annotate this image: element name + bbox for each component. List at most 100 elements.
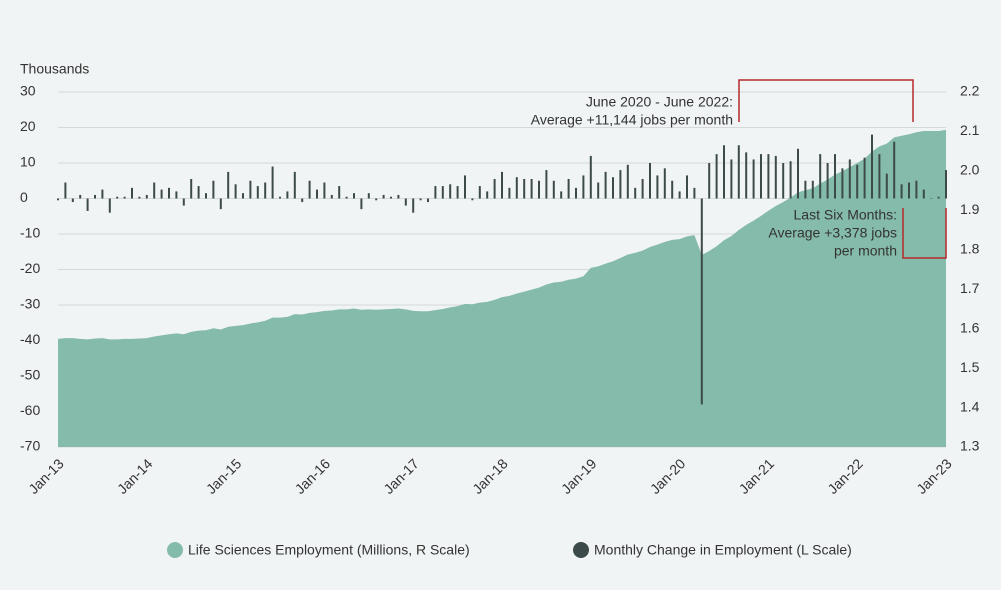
bar [885,173,888,199]
bar [153,182,156,199]
bar [819,154,822,199]
bar [219,198,222,210]
bar [789,161,792,199]
bar [419,198,422,201]
bar [108,198,111,213]
y2-tick-label: 1.7 [960,280,980,296]
y-tick-label: -40 [20,331,40,347]
bar [649,163,651,199]
y-tick-label: 10 [20,154,36,170]
bar [856,164,859,199]
bar [575,187,577,199]
bar [930,198,933,199]
bar [94,194,96,199]
bar [486,191,489,199]
bar [64,182,67,199]
bar [589,155,592,199]
y-tick-label: 0 [20,189,28,205]
bar [441,186,444,199]
bar [227,171,230,199]
bar [382,194,385,199]
bar [234,184,237,199]
bar [797,148,799,199]
y2-tick-label: 2.1 [960,122,980,138]
bar [367,193,370,199]
y2-tick-label: 1.5 [960,359,980,375]
annotation: per month [834,243,897,259]
bar [116,196,119,199]
legend-label: Monthly Change in Employment (L Scale) [594,542,852,558]
bar [57,198,59,201]
bar [612,177,614,199]
y-tick-label: -30 [20,296,40,312]
bar [427,198,429,203]
bar [175,191,178,199]
y-tick-label: -50 [20,367,40,383]
bar [530,178,533,199]
bar [767,154,770,199]
bar [560,191,563,199]
bar [774,155,777,199]
bar [279,196,281,199]
bar [523,178,526,199]
bar [316,189,318,199]
bar [264,182,267,199]
bar [708,163,711,199]
bar [693,187,696,199]
bar [582,175,585,199]
bar [900,184,903,199]
bar [626,164,629,199]
bar [101,189,104,199]
y-tick-label: -10 [20,225,40,241]
bar [293,171,296,199]
bar [745,152,748,199]
bar [360,198,363,210]
bar [538,180,540,199]
y-tick-label: -70 [20,438,40,454]
bar [811,180,814,199]
bar [256,186,259,199]
bar [723,145,725,199]
bar [871,134,873,199]
bar [804,180,807,199]
bracket [902,208,947,259]
bar [678,191,681,199]
bar [212,180,215,199]
bar [619,170,622,199]
bar [826,163,829,199]
bar [197,186,200,199]
legend-swatch [167,542,183,558]
bar [131,187,133,199]
bar [663,168,666,199]
bar [330,194,333,199]
y2-tick-label: 1.9 [960,201,980,217]
bar [922,189,925,199]
bar [449,184,452,199]
bar [567,178,570,199]
bar [456,186,459,199]
bar [686,175,688,199]
bar [730,159,733,199]
legend-swatch [573,542,589,558]
bar [641,178,644,199]
legend-label: Life Sciences Employment (Millions, R Sc… [188,542,470,558]
bar [345,196,348,199]
y-tick-label: 20 [20,118,36,134]
bar [390,196,392,199]
bar [508,187,511,199]
bar [434,186,437,199]
bar [123,196,126,199]
y2-tick-label: 2.0 [960,162,980,178]
bar [86,198,89,211]
bar [464,175,466,199]
bar [945,170,947,199]
annotation: Average +3,378 jobs [768,225,897,241]
bar [834,154,836,199]
bar [848,159,851,199]
bar [552,180,555,199]
bar [493,178,496,199]
bar [545,170,548,199]
y2-tick-label: 1.4 [960,398,980,414]
bar [323,182,326,199]
bar [501,171,503,199]
